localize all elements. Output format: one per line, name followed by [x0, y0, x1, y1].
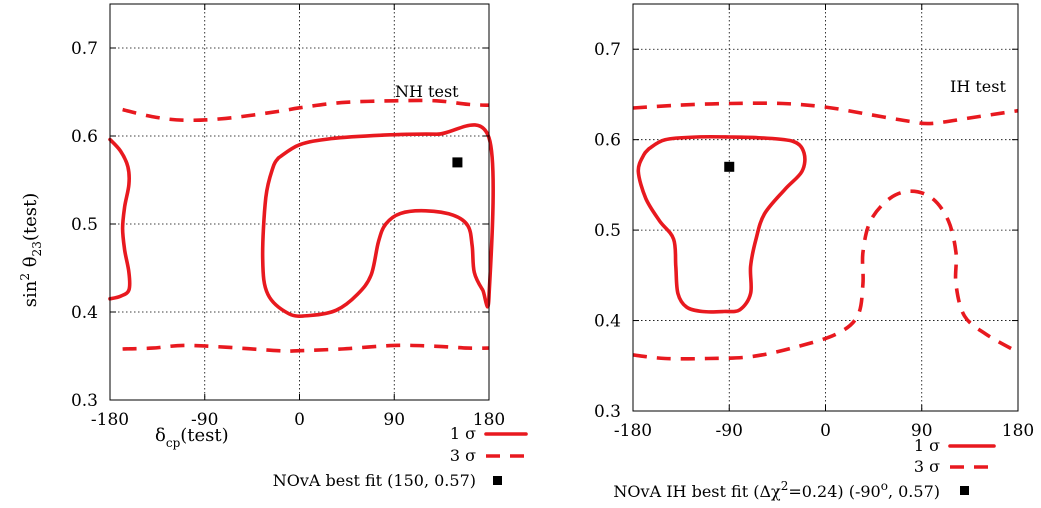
ih-x-tick-label: 180 — [1002, 421, 1034, 441]
nh-y-tick-labels: 0.3 0.4 0.5 0.6 0.7 — [71, 39, 98, 411]
nh-best-fit-point — [452, 157, 463, 168]
ih-legend: 1 σ 3 σ NOvA IH best fit (Δχ2=0.24) (-90… — [613, 436, 996, 501]
ih-x-tick-label: -180 — [614, 421, 652, 441]
nh-test-panel: -180 -90 0 90 180 0.3 0.4 0.5 0.6 0.7 NH test si… — [18, 3, 528, 490]
nh-y-tick-label: 0.6 — [71, 127, 98, 147]
nh-legend-3sigma-label: 3 σ — [450, 446, 476, 465]
nh-x-tick-labels: -180 -90 0 90 180 — [91, 410, 505, 430]
nh-x-tick-label: -180 — [91, 410, 129, 430]
x-axis-label: δcp(test) — [155, 425, 229, 450]
nh-x-tick-label: 180 — [473, 410, 505, 430]
nh-contours — [108, 98, 495, 353]
ih-grid — [633, 4, 1018, 411]
ih-y-tick-labels: 0.3 0.4 0.5 0.6 0.7 — [594, 40, 621, 422]
nh-y-tick-label: 0.7 — [71, 39, 98, 59]
ih-x-tick-labels: -180 -90 0 90 180 — [614, 421, 1034, 441]
ih-x-tick-label: 0 — [820, 421, 831, 441]
ih-y-tick-label: 0.7 — [594, 40, 621, 60]
ih-legend-1sigma-label: 1 σ — [914, 436, 940, 455]
ih-test-panel: -180 -90 0 90 180 0.3 0.4 0.5 0.6 0.7 IH test 1 … — [594, 3, 1034, 501]
nh-test-annotation: NH test — [395, 82, 459, 101]
nh-x-tick-label: -90 — [191, 410, 218, 430]
nh-legend-1sigma-label: 1 σ — [450, 424, 476, 443]
nh-y-tick-label: 0.5 — [71, 215, 98, 235]
nh-contour-1sigma-0 — [108, 137, 132, 301]
ih-best-fit-point — [724, 161, 735, 172]
nh-y-tick-label: 0.3 — [71, 391, 98, 411]
nh-x-tick-label: 0 — [294, 410, 305, 430]
ih-y-tick-label: 0.6 — [594, 131, 621, 151]
nh-y-tick-label: 0.4 — [71, 303, 98, 323]
ih-test-annotation: IH test — [950, 77, 1006, 96]
ih-y-tick-label: 0.3 — [594, 402, 621, 422]
nh-grid — [110, 4, 489, 400]
ih-legend-bestfit-marker — [960, 486, 969, 495]
ih-legend-bestfit-label: NOvA IH best fit (Δχ2=0.24) (-90o, 0.57) — [613, 479, 940, 501]
ih-x-tick-label: 90 — [911, 421, 933, 441]
ih-ticks — [632, 4, 1019, 412]
ih-y-tick-label: 0.5 — [594, 221, 621, 241]
nh-contour-3sigma-3 — [122, 343, 490, 353]
y-axis-label: sin2 θ23(test) — [18, 193, 44, 307]
nh-legend: 1 σ 3 σ NOvA best fit (150, 0.57) — [273, 424, 528, 490]
ih-contour-3sigma-1 — [632, 101, 1019, 126]
nh-x-tick-label: 90 — [383, 410, 405, 430]
nh-contour-3sigma-2 — [122, 98, 490, 123]
ih-legend-3sigma-label: 3 σ — [914, 457, 940, 476]
ih-contours — [632, 101, 1019, 361]
nh-ticks — [109, 4, 490, 401]
ih-x-tick-label: -90 — [716, 421, 743, 441]
nh-legend-bestfit-marker — [493, 476, 502, 485]
nh-contour-1sigma-1 — [260, 123, 495, 318]
ih-contour-1sigma-0 — [636, 134, 807, 314]
nh-legend-bestfit-label: NOvA best fit (150, 0.57) — [273, 471, 476, 490]
ih-y-tick-label: 0.4 — [594, 312, 621, 332]
